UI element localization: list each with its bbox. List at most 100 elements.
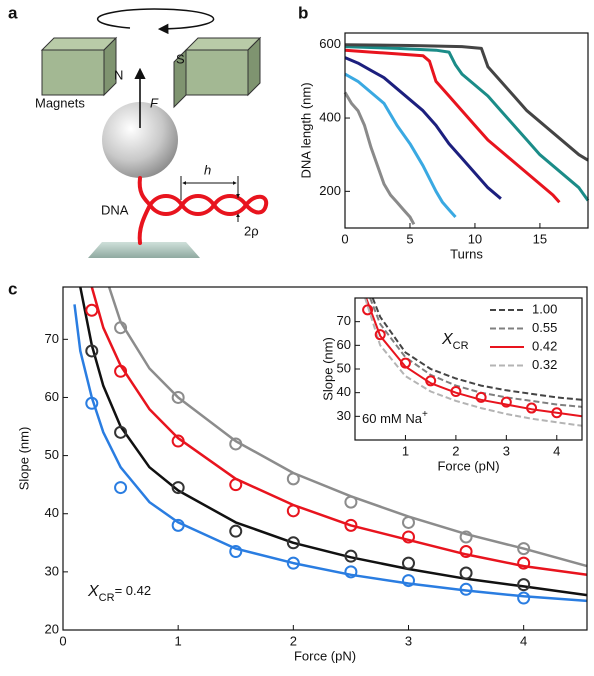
series-line: [73, 304, 588, 603]
x-tick-label: 4: [553, 443, 560, 458]
marker: [517, 556, 531, 570]
x-tick-label: 0: [341, 231, 348, 246]
y-axis-label: Slope (nm): [320, 337, 335, 401]
series-line: [364, 297, 583, 427]
text: 60 mM Na: [362, 411, 423, 426]
marker: [286, 472, 300, 486]
marker: [286, 536, 300, 550]
x-tick-label: 1: [402, 443, 409, 458]
text: = 0.42: [115, 583, 152, 598]
dna-label: DNA: [101, 202, 129, 217]
marker: [85, 344, 99, 358]
y-tick-label: 50: [337, 360, 351, 375]
series-line: [344, 43, 589, 162]
rich-label: XCR: [441, 331, 469, 352]
x-tick-label: 4: [520, 633, 527, 648]
dna: [137, 176, 269, 245]
plot-area: [73, 286, 588, 605]
marker: [551, 407, 563, 419]
y-tick-label: 70: [337, 313, 351, 328]
series-line: [344, 45, 590, 202]
marker: [344, 565, 358, 579]
marker: [401, 574, 415, 588]
y-tick-label: 400: [319, 109, 341, 124]
marker: [401, 556, 415, 570]
x-tick-label: 1: [175, 633, 182, 648]
inset-background: [355, 298, 582, 440]
y-tick-label: 60: [45, 389, 59, 404]
y-tick-label: 40: [45, 505, 59, 520]
plot-frame: [344, 32, 589, 229]
marker: [362, 304, 374, 316]
symbol: X: [87, 583, 100, 600]
subscript: CR: [453, 340, 469, 352]
marker: [85, 303, 99, 317]
rich-label: XCR= 0.42: [87, 583, 151, 604]
x-axis-label: Turns: [450, 246, 483, 261]
marker: [526, 402, 538, 414]
series-line: [344, 72, 457, 218]
marker: [500, 396, 512, 408]
marker: [85, 396, 99, 410]
marker: [286, 504, 300, 518]
marker: [399, 357, 411, 369]
magnet-right: [173, 36, 262, 109]
plot-frame: [62, 286, 588, 631]
marker: [344, 495, 358, 509]
y-tick-label: 30: [45, 563, 59, 578]
subscript: CR: [99, 592, 115, 604]
marker: [374, 329, 386, 341]
marker: [114, 321, 128, 335]
marker: [344, 518, 358, 532]
superscript: +: [422, 409, 428, 420]
panel-label: a: [8, 3, 18, 22]
marker: [517, 542, 531, 556]
marker: [114, 364, 128, 378]
series-line: [371, 297, 583, 401]
rho-label: 2ρ: [244, 223, 259, 238]
marker: [171, 434, 185, 448]
y-tick-label: 30: [337, 408, 351, 423]
x-tick-label: 15: [533, 231, 547, 246]
marker: [286, 556, 300, 570]
y-tick-label: 60: [337, 337, 351, 352]
marker: [475, 391, 487, 403]
magnets-label: Magnets: [35, 95, 85, 110]
marker: [425, 375, 437, 387]
panel-label: c: [8, 279, 17, 298]
marker: [517, 578, 531, 592]
marker: [459, 530, 473, 544]
panel-label: b: [298, 3, 308, 22]
plot-area: [362, 297, 583, 427]
y-tick-label: 200: [319, 183, 341, 198]
x-tick-label: 2: [290, 633, 297, 648]
north-label: N: [114, 67, 123, 82]
x-axis-label: Force (pN): [294, 648, 356, 663]
y-tick-label: 40: [337, 384, 351, 399]
series-line: [365, 297, 583, 418]
south-label: S: [176, 51, 185, 66]
diagram: N S Magnets F h DNA 2ρ: [35, 8, 269, 258]
y-tick-label: 50: [45, 447, 59, 462]
marker: [171, 518, 185, 532]
force-label: F: [150, 95, 159, 110]
marker: [517, 591, 531, 605]
series-line: [343, 91, 416, 226]
marker: [229, 478, 243, 492]
legend-label: 0.32: [532, 357, 557, 372]
x-tick-label: 5: [406, 231, 413, 246]
plot-area: [343, 43, 590, 226]
legend-label: 0.42: [532, 338, 557, 353]
rich-label: 60 mM Na+: [362, 409, 428, 426]
x-tick-label: 3: [503, 443, 510, 458]
y-tick-label: 600: [319, 36, 341, 51]
marker: [450, 385, 462, 397]
x-tick-label: 10: [468, 231, 482, 246]
x-tick-label: 3: [405, 633, 412, 648]
marker: [459, 582, 473, 596]
marker: [229, 524, 243, 538]
marker: [401, 530, 415, 544]
series-line: [344, 56, 502, 200]
h-label: h: [204, 162, 211, 177]
